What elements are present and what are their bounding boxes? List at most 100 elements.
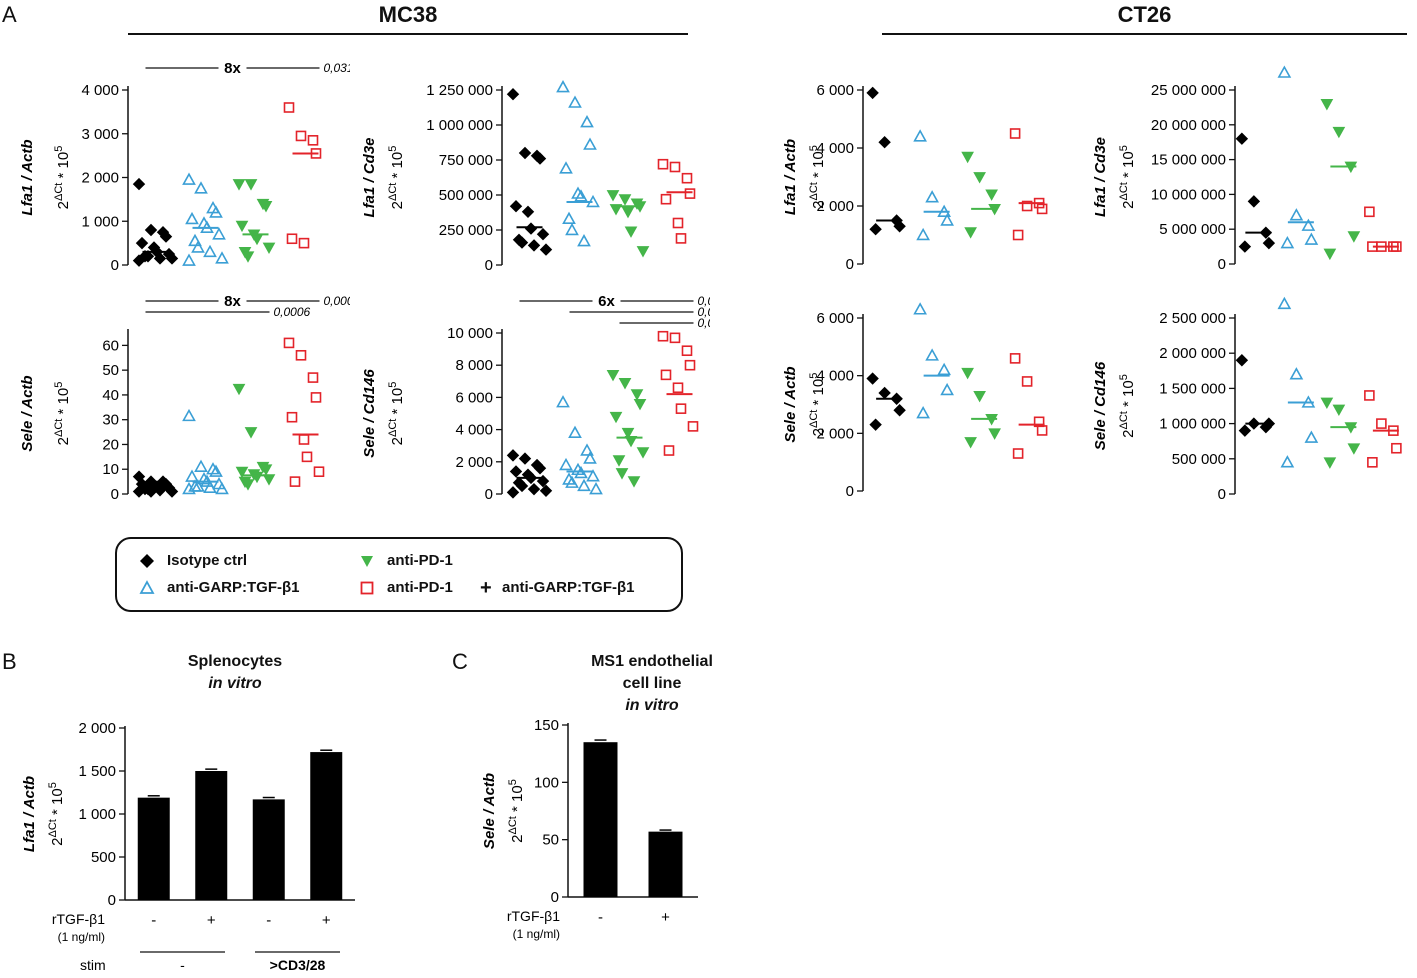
data-point	[618, 378, 632, 390]
x-tick-label: +	[207, 912, 216, 929]
data-point	[866, 372, 879, 385]
y-tick-label: 0	[111, 257, 119, 274]
group-title-ct26: CT26	[1117, 2, 1172, 27]
chart-mc38-sele-cd146: 0 2 000 4 000 6 000 8 000 10 000 Sele / Cd146 2…	[361, 292, 710, 503]
y-tick-label: 8 000	[455, 357, 493, 374]
label-background	[592, 292, 621, 308]
y-unit-label: 2ΔCt * 105	[808, 145, 827, 209]
y-tick-label: 1 000	[81, 213, 119, 230]
bar	[195, 771, 228, 900]
data-point	[1247, 195, 1261, 208]
data-point	[893, 220, 906, 233]
chart-mc38-lfa1-cd3e: 0 250 000 500 000 750 000 1 000 000 1 250 000…	[361, 80, 696, 274]
bar	[252, 799, 285, 900]
data-point	[559, 161, 573, 174]
y-tick-label: 1 000 000	[1159, 416, 1226, 433]
data-point	[515, 236, 529, 249]
row-sublabel: (1 ng/ml)	[58, 930, 105, 944]
data-point	[298, 434, 310, 445]
data-point	[612, 455, 626, 467]
stim-label: stim	[80, 957, 106, 973]
data-point	[132, 177, 146, 191]
panel-letter-a: A	[2, 2, 17, 27]
data-point	[1332, 126, 1346, 139]
data-point	[1277, 65, 1292, 78]
data-point	[153, 252, 167, 265]
data-point	[964, 437, 977, 449]
data-point	[630, 389, 644, 401]
y-tick-label: 150	[534, 717, 559, 734]
y-tick-label: 5 000 000	[1159, 221, 1226, 238]
y-tick-label: 10 000	[447, 325, 493, 342]
chart-ct26-lfa1-actb: 0 2 000 4 000 6 000 Lfa1 / Actb 2ΔCt * 105	[782, 82, 1048, 273]
p-value-label: 0,0006	[274, 305, 311, 319]
y-tick-label: 15 000 000	[1151, 152, 1226, 169]
data-point	[675, 403, 687, 414]
data-point	[1376, 418, 1387, 429]
data-point	[916, 406, 930, 419]
data-point	[182, 408, 196, 422]
row-label: rTGF-β1	[52, 911, 105, 927]
y-tick-label: 40	[102, 387, 119, 404]
data-point	[188, 233, 202, 247]
data-point	[235, 220, 249, 233]
data-point	[1021, 376, 1033, 387]
data-point	[556, 395, 570, 408]
group-line-ct26	[882, 33, 1407, 35]
y-unit-label: 2ΔCt * 105	[53, 382, 72, 446]
y-tick-label: 10 000 000	[1151, 186, 1226, 203]
y-unit-label: 2ΔCt * 105	[53, 146, 72, 210]
data-point	[527, 482, 541, 496]
data-point	[1235, 354, 1249, 367]
y-unit-label: 2ΔCt * 105	[1118, 145, 1137, 209]
data-point	[565, 222, 579, 236]
data-point	[283, 337, 295, 349]
y-tick-label: 500 000	[1172, 451, 1226, 468]
y-tick-label: 500 000	[439, 187, 493, 204]
y-tick-label: 750 000	[439, 152, 493, 169]
y-tick-label: 4 000	[455, 422, 493, 439]
data-point	[536, 227, 550, 241]
data-point	[506, 486, 520, 499]
data-point	[289, 476, 301, 487]
chart-mc38-sele-actb: 0 10 20 30 40 50 60 Sele / Actb 2ΔCt * 105 8x 0,00…	[19, 292, 351, 503]
row-sublabel: (1 ng/ml)	[513, 927, 560, 941]
legend-combo-label-a: anti-PD-1	[387, 579, 453, 596]
y-gene-label: Lfa1 / Actb	[19, 139, 36, 215]
data-point	[301, 451, 313, 463]
data-point	[961, 151, 974, 164]
data-point	[568, 95, 582, 108]
y-tick-label: 4 000	[81, 82, 119, 99]
y-tick-label: 0	[551, 889, 559, 906]
data-point	[310, 392, 322, 403]
data-point	[506, 87, 520, 101]
data-point	[313, 466, 325, 478]
data-point	[259, 201, 273, 213]
data-point	[135, 236, 149, 250]
y-tick-label: 1 500	[78, 763, 116, 780]
data-point	[191, 240, 205, 253]
data-point	[182, 253, 196, 266]
data-point	[1367, 457, 1378, 468]
y-tick-label: 1 000	[78, 806, 116, 823]
y-unit-label: 2ΔCt * 105	[808, 373, 827, 437]
data-point	[556, 80, 570, 93]
panel-letter-b: B	[2, 649, 17, 674]
data-point	[521, 205, 535, 219]
data-point	[1304, 232, 1319, 245]
y-unit-label: 2ΔCt * 105	[387, 146, 406, 210]
y-tick-label: 0	[111, 486, 119, 503]
data-point	[182, 172, 196, 185]
data-point	[262, 242, 276, 255]
data-point	[559, 457, 573, 471]
data-point	[1280, 235, 1295, 249]
legend-anti-pd1-label: anti-PD-1	[387, 552, 453, 569]
y-unit-label: 2ΔCt * 105	[507, 779, 526, 843]
y-tick-label: 6 000	[816, 310, 854, 327]
legend-combo-plus: +	[480, 577, 492, 599]
data-point	[262, 474, 276, 486]
data-point	[869, 418, 882, 431]
data-point	[509, 465, 523, 478]
y-tick-label: 20 000 000	[1151, 117, 1226, 134]
